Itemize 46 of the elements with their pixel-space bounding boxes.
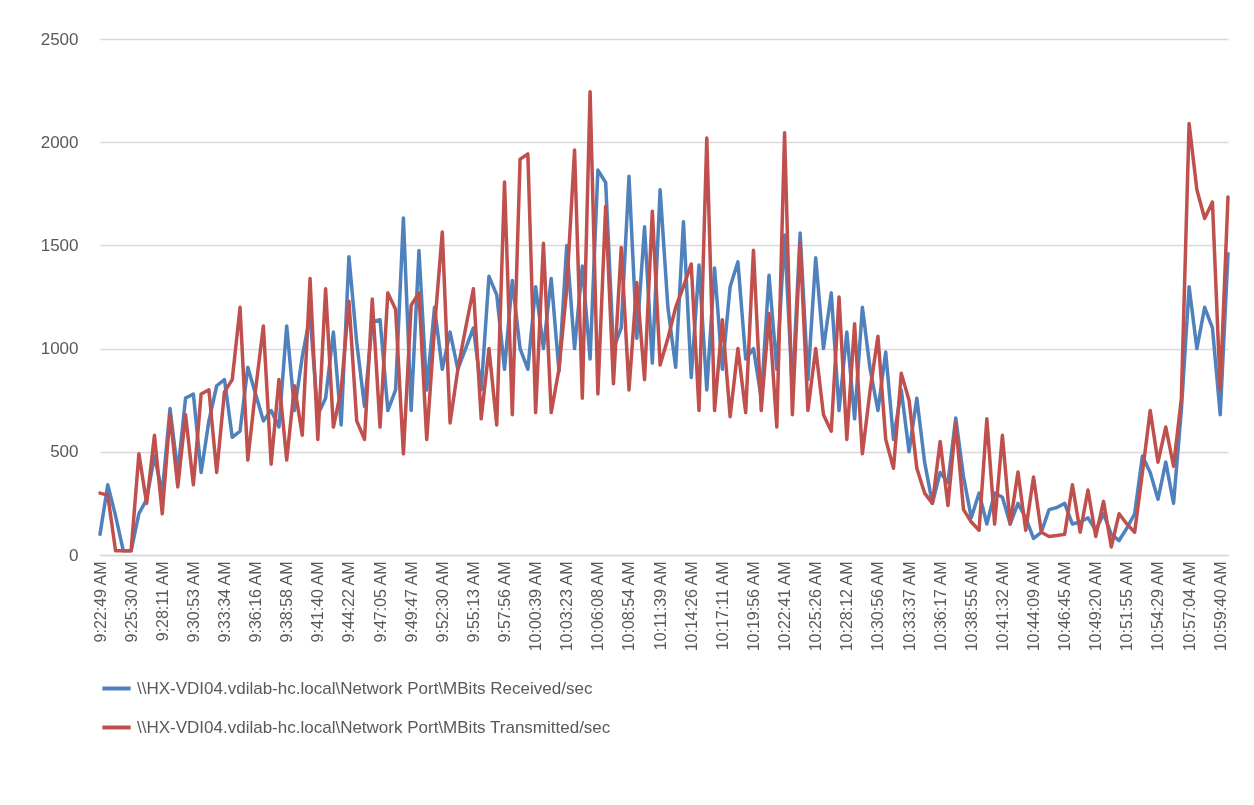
x-tick-label: 10:36:17 AM <box>931 561 949 652</box>
legend-label: \\HX-VDI04.vdilab-hc.local\Network Port\MBits Received/sec <box>137 678 593 698</box>
line-series <box>98 89 1230 553</box>
x-tick-label: 10:08:54 AM <box>620 561 638 652</box>
y-tick-label: 2500 <box>40 29 79 49</box>
x-tick-label: 9:44:22 AM <box>340 561 358 643</box>
x-tick-label: 10:00:39 AM <box>527 561 545 652</box>
x-tick-label: 10:17:11 AM <box>713 561 731 651</box>
x-tick-label: 9:22:49 AM <box>91 561 109 643</box>
x-tick-label: 10:30:56 AM <box>869 561 887 652</box>
x-tick-label: 10:19:56 AM <box>744 561 762 652</box>
x-tick-label: 10:51:55 AM <box>1118 561 1136 652</box>
x-tick-label: 10:41:32 AM <box>993 561 1011 652</box>
y-tick-label: 0 <box>69 545 79 565</box>
x-tick-label: 9:36:16 AM <box>247 561 265 643</box>
x-tick-label: 10:59:40 AM <box>1211 561 1229 652</box>
y-tick-label: 500 <box>50 442 79 462</box>
x-tick-label: 10:06:08 AM <box>589 561 607 652</box>
x-tick-label: 10:49:20 AM <box>1087 561 1105 652</box>
y-tick-label: 2000 <box>40 132 79 152</box>
x-tick-label: 10:03:23 AM <box>558 561 576 652</box>
x-tick-label: 9:49:47 AM <box>402 561 420 643</box>
x-tick-label: 9:57:56 AM <box>496 561 514 643</box>
x-tick-label: 9:30:53 AM <box>184 561 202 643</box>
x-tick-label: 10:38:55 AM <box>962 561 980 652</box>
x-tick-label: 9:55:13 AM <box>464 561 482 643</box>
x-tick-label: 9:38:58 AM <box>278 561 296 643</box>
x-tick-label: 10:25:26 AM <box>807 561 825 652</box>
x-tick-label: 10:44:09 AM <box>1025 561 1043 652</box>
x-tick-label: 9:33:34 AM <box>215 561 233 643</box>
x-tick-label: 10:57:04 AM <box>1180 561 1198 652</box>
x-tick-label: 9:28:11 AM <box>153 561 171 642</box>
x-tick-label: 9:25:30 AM <box>122 561 140 643</box>
x-tick-label: 9:47:05 AM <box>371 561 389 643</box>
x-tick-label: 10:54:29 AM <box>1149 561 1167 652</box>
x-tick-label: 10:14:26 AM <box>682 561 700 652</box>
y-tick-label: 1500 <box>40 235 79 255</box>
x-tick-label: 9:41:40 AM <box>309 561 327 643</box>
x-tick-label: 10:46:45 AM <box>1056 561 1074 652</box>
y-tick-label: 1000 <box>40 339 79 359</box>
x-tick-label: 10:33:37 AM <box>900 561 918 652</box>
x-tick-label: 10:11:39 AM <box>651 561 669 651</box>
x-tick-label: 10:28:12 AM <box>838 561 856 652</box>
x-tick-label: 10:22:41 AM <box>776 561 794 652</box>
legend-label: \\HX-VDI04.vdilab-hc.local\Network Port\MBits Transmitted/sec <box>137 717 611 737</box>
x-tick-label: 9:52:30 AM <box>433 561 451 643</box>
